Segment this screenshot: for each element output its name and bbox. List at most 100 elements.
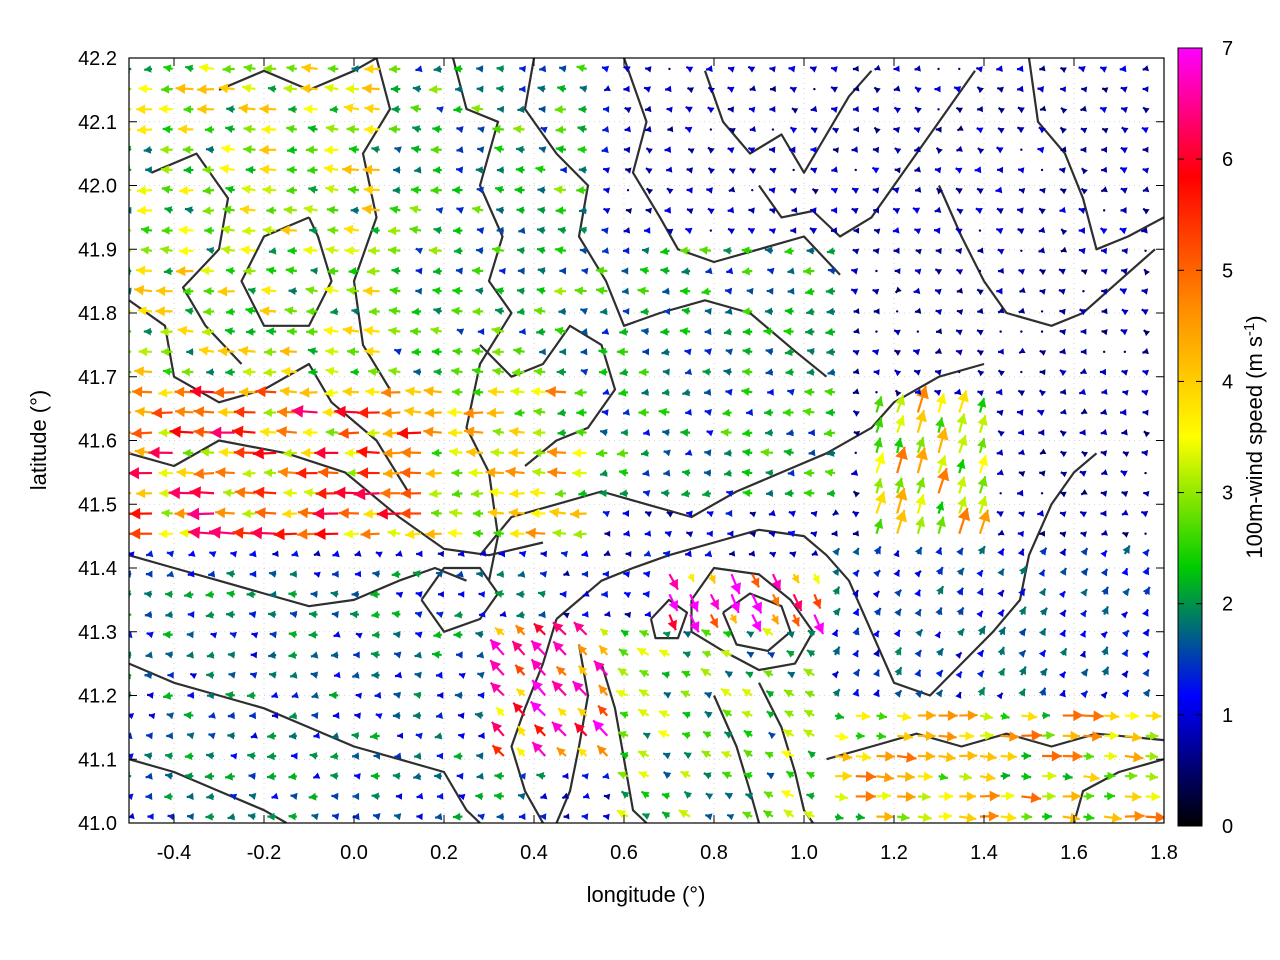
wind-vector [1142,548,1150,557]
wind-vector [562,612,570,619]
wind-vector [852,608,860,617]
wind-vectors [129,63,1164,823]
wind-vector [330,590,339,598]
wind-vector [1079,630,1087,638]
wind-vector [956,459,966,474]
wind-vector [350,610,360,619]
wind-vector [413,368,422,376]
wind-vector [371,792,380,801]
wind-vector [640,307,649,316]
wind-vector [1018,511,1025,518]
wind-vector [805,327,815,336]
wind-vector [415,267,423,275]
wind-vector [876,751,896,762]
wind-vector [1038,429,1045,436]
wind-vector [1078,247,1086,255]
wind-vector [977,475,988,494]
y-tick-label: 41.5 [78,494,117,516]
wind-vector [804,468,815,478]
wind-vector [562,772,569,780]
wind-vector [346,347,359,357]
wind-vector [893,629,901,638]
wind-vector [259,164,277,175]
wind-vector [790,227,797,234]
wind-vector [769,66,776,73]
wind-vector [603,793,611,800]
wind-vector [826,489,836,498]
wind-vector [1080,328,1087,335]
wind-vector [1017,167,1025,174]
wind-vector [515,165,525,174]
wind-vector [492,427,505,437]
wind-vector [783,689,795,698]
wind-vector [1122,389,1129,396]
wind-vector [433,226,442,235]
wind-vector [1039,448,1047,455]
wind-vector [1121,670,1129,679]
colorbar-title: 100m-wind speed (m s-1) [1241,315,1267,558]
wind-vector [937,67,940,71]
y-axis-title: latitude (°) [26,390,51,491]
wind-vector [1142,86,1149,93]
wind-vector [595,286,608,295]
wind-vector [912,207,921,214]
wind-vector [412,570,422,578]
colorbar-tick-label: 4 [1222,371,1233,393]
wind-vector [689,593,699,613]
contour-line [555,644,590,823]
wind-vector [325,427,339,437]
wind-vector [897,731,914,742]
wind-vector [979,772,996,782]
wind-vector [913,228,922,235]
wind-vector [479,550,487,557]
wind-vector [599,469,608,477]
wind-vector [1018,347,1026,354]
wind-vector [977,495,988,514]
wind-vector [165,610,173,619]
wind-vector [1039,65,1046,72]
wind-vector [351,307,360,316]
wind-vector [1121,567,1129,576]
wind-vector [622,408,630,416]
wind-vector [872,630,880,638]
wind-vector [1122,450,1130,458]
wind-vector [393,691,401,699]
wind-vector [395,550,403,557]
wind-vector [917,771,933,782]
wind-vector [601,590,608,598]
wind-vector [617,771,629,780]
wind-vector [802,407,815,417]
wind-vector [1018,187,1026,194]
wind-vector [787,530,796,538]
wind-vector [475,247,484,255]
wind-vector [1099,66,1108,73]
wind-vector [246,590,256,599]
wind-vector [218,447,235,458]
wind-vector [129,793,134,801]
wind-vector [957,434,968,454]
wind-vector [225,368,235,377]
wind-vector [621,267,629,275]
wind-vector [457,550,465,557]
wind-vector [871,166,880,174]
wind-vector [959,772,972,782]
wind-vector [203,307,215,316]
wind-vector [472,509,484,518]
wind-vector [499,267,506,275]
wind-vector [935,566,944,576]
x-tick-label: 1.4 [970,842,998,864]
wind-vector [492,347,504,357]
wind-vector [806,792,815,800]
wind-vector [723,368,732,376]
wind-vector [388,367,401,376]
wind-vector [533,407,546,417]
wind-vector [286,327,297,336]
wind-vector [603,813,610,821]
wind-vector [623,591,632,599]
wind-vector [680,690,691,699]
wind-vector [540,126,548,134]
wind-vector [1121,689,1130,698]
wind-vector [724,287,733,295]
wind-vector [684,126,693,134]
wind-vector [1104,731,1119,741]
